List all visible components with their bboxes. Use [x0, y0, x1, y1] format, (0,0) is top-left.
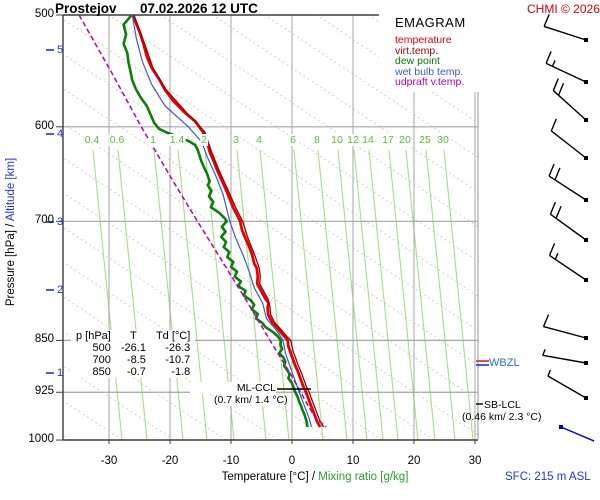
- temperature-tick-label: 20: [407, 455, 421, 467]
- temperature-tick-label: 0: [288, 455, 296, 467]
- curve-wet-bulb-temp-: [131, 14, 313, 428]
- wind-barb: [547, 369, 588, 400]
- mixing-ratio-label: 12: [346, 134, 360, 146]
- surface-elevation-label: SFC: 215 m ASL: [505, 471, 591, 483]
- mixing-ratio-label: 0.6: [108, 134, 126, 146]
- table-cell: -1.8: [171, 366, 191, 378]
- mixing-ratio-label: 30: [436, 134, 450, 146]
- pressure-tick-label: 925: [34, 385, 54, 398]
- mixing-ratio-label: 8: [313, 134, 321, 146]
- altitude-tick-label: 1: [57, 367, 64, 379]
- wind-barb: [542, 314, 588, 340]
- legend-item-wet-bulb-temp-: wet bulb temp.: [395, 65, 464, 78]
- table-header-row: p [hPa] T Td [°C]: [71, 330, 195, 342]
- wind-barb: [543, 14, 588, 42]
- mixing-ratio-label: 0.4: [83, 134, 101, 146]
- ml-ccl-label: ML-CCL: [190, 382, 276, 394]
- table-cell: -10.7: [165, 354, 191, 366]
- altitude-tick-label: 2: [57, 284, 64, 296]
- sounding-data-table: p [hPa] T Td [°C] 500 -26.1 -26.3 700 -8.5 -10.…: [71, 330, 196, 378]
- temperature-tick-label: 30: [468, 455, 482, 467]
- x-axis-temperature-label: Temperature [°C]: [221, 471, 309, 483]
- curve-udpraft-v-temp-: [78, 14, 327, 428]
- ml-ccl-detail: (0.7 km/ 1.4 °C): [214, 394, 288, 406]
- mixing-ratio-label: 1.4: [168, 134, 186, 146]
- x-axis-title: Temperature [°C] / Mixing ratio [g/kg]: [221, 471, 409, 483]
- y-axis-title: Pressure [hPa] / Altitude [km]: [5, 157, 17, 307]
- pressure-tick-label: 500: [34, 8, 54, 20]
- altitude-tick-label: 5: [57, 44, 64, 56]
- sb-lcl-detail: (0.46 km/ 2.3 °C): [462, 411, 542, 423]
- curve-dew-point: [122, 14, 309, 428]
- mixing-ratio-label: 25: [418, 134, 432, 146]
- legend: EMAGRAM temperature virt.temp. dew point we…: [379, 13, 483, 92]
- temperature-tick-label: -30: [100, 455, 118, 467]
- legend-title: EMAGRAM: [395, 15, 466, 30]
- pressure-tick-label: 850: [34, 333, 54, 346]
- table-row: 700 -8.5 -10.7: [71, 354, 195, 366]
- altitude-tick-label: 4: [57, 128, 64, 140]
- table-cell: -26.1: [120, 342, 146, 354]
- mixing-ratio-label: 10: [330, 134, 344, 146]
- table-header-cell: Td [°C]: [155, 330, 191, 342]
- table-cell: -0.7: [126, 366, 146, 378]
- mixing-ratio-label: 3: [232, 134, 240, 146]
- station-name: Prostejov: [55, 1, 117, 16]
- mixing-ratio-label: 4: [255, 134, 263, 146]
- legend-item-dew-point: dew point: [395, 55, 440, 67]
- legend-item-temperature: temperature: [395, 34, 452, 46]
- mixing-ratio-label: 6: [289, 134, 297, 146]
- pressure-tick-label: 700: [34, 214, 54, 227]
- curve-virt-temp-: [133, 14, 325, 428]
- mixing-ratio-label: 2: [200, 134, 208, 146]
- mixing-ratio-label: 20: [398, 134, 412, 146]
- mixing-ratio-label: 14: [361, 134, 375, 146]
- y-axis-altitude-label: Altitude [km]: [5, 157, 17, 222]
- pressure-tick-label: 600: [34, 119, 54, 132]
- table-row: 850 -0.7 -1.8: [71, 366, 195, 378]
- wind-barb: [545, 51, 588, 84]
- altitude-tick-label: 3: [57, 216, 64, 228]
- sb-lcl-label: SB-LCL: [484, 399, 521, 411]
- temperature-tick-label: -10: [222, 455, 240, 467]
- pressure-tick-label: 1000: [28, 433, 54, 446]
- brand-copyright: CHMI © 2026: [527, 2, 600, 16]
- mixing-ratio-label: 17: [381, 134, 395, 146]
- table-cell: 850: [92, 366, 111, 378]
- table-header-cell: T: [130, 330, 137, 342]
- table-cell: -26.3: [165, 342, 191, 354]
- sounding-curves: [78, 14, 327, 428]
- wind-barb: [550, 118, 588, 160]
- table-cell: 500: [92, 342, 111, 354]
- legend-items: temperature virt.temp. dew point wet bulb t…: [395, 35, 483, 88]
- x-axis-mixing-label: Mixing ratio [g/kg]: [318, 471, 409, 483]
- sounding-datetime: 07.02.2026 12 UTC: [140, 1, 258, 16]
- table-cell: 700: [92, 354, 111, 366]
- table-header-cell: p [hPa]: [76, 330, 111, 342]
- y-axis-pressure-label: Pressure [hPa]: [5, 230, 17, 307]
- wind-barb: [548, 243, 588, 282]
- wind-barb: [549, 201, 588, 242]
- table-cell: -8.5: [126, 354, 146, 366]
- temperature-tick-label: 10: [346, 455, 360, 467]
- table-row: 500 -26.1 -26.3: [71, 342, 195, 354]
- wind-barb: [548, 163, 588, 202]
- wind-barb: [542, 349, 588, 365]
- legend-item-virt-temp-: virt.temp.: [395, 44, 439, 57]
- surface-wind-barb: [559, 425, 595, 442]
- temperature-tick-label: -20: [161, 455, 179, 467]
- wbzl-label: WBZL: [489, 357, 520, 369]
- wind-barb: [552, 78, 588, 122]
- legend-item-udpraft-v-temp-: udpraft v.temp.: [395, 76, 465, 88]
- curve-temperature: [131, 14, 322, 428]
- mixing-ratio-label: 1: [149, 134, 157, 146]
